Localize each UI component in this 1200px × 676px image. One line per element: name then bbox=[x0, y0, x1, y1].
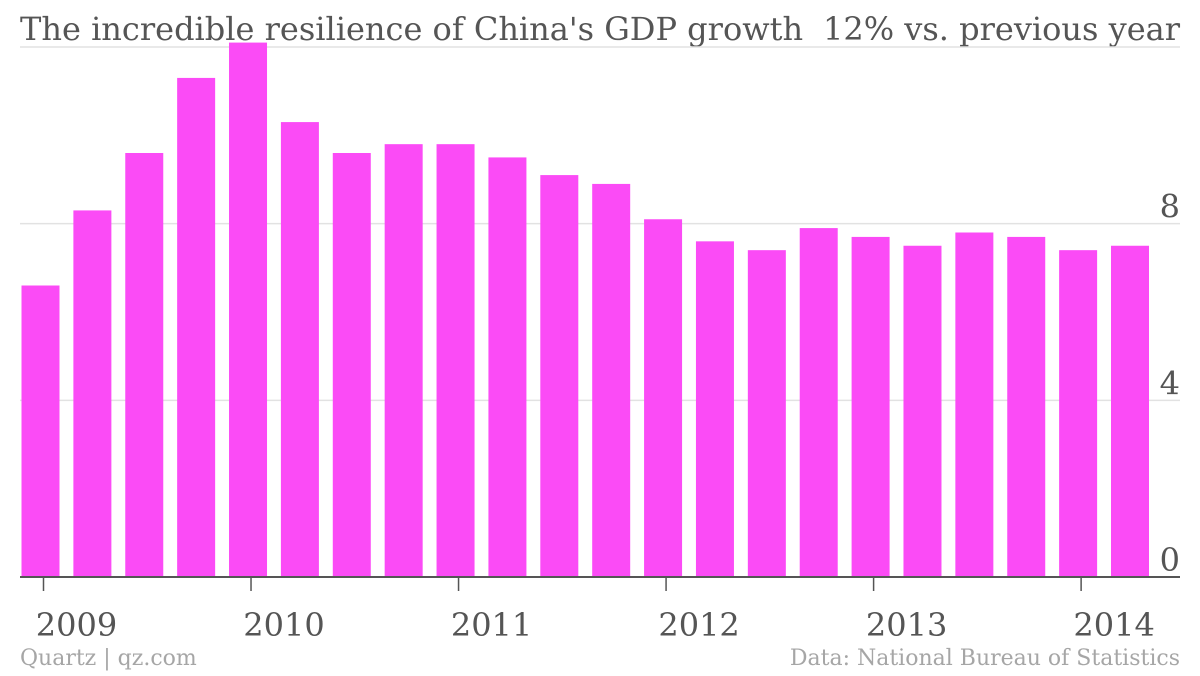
bar bbox=[384, 144, 423, 577]
bar bbox=[903, 245, 942, 577]
bar bbox=[695, 241, 734, 578]
bar bbox=[851, 236, 890, 577]
bar bbox=[540, 175, 579, 578]
x-tick-label: 2012 bbox=[658, 606, 739, 644]
bar bbox=[1059, 250, 1098, 577]
bar bbox=[436, 144, 475, 577]
bar bbox=[799, 228, 838, 578]
x-tick-label: 2013 bbox=[866, 606, 947, 644]
bar bbox=[332, 153, 371, 577]
bar bbox=[73, 210, 112, 577]
y-tick-label: 4 bbox=[1160, 364, 1180, 402]
x-tick-label: 2010 bbox=[243, 606, 324, 644]
bar bbox=[280, 122, 319, 577]
bar bbox=[125, 153, 164, 577]
bar bbox=[21, 285, 60, 577]
y-tick-label: 8 bbox=[1160, 188, 1180, 226]
bar bbox=[747, 250, 786, 577]
bar bbox=[177, 77, 216, 578]
bar bbox=[229, 42, 268, 578]
bar bbox=[644, 219, 683, 577]
x-tick-label: 2009 bbox=[36, 606, 117, 644]
bar bbox=[1111, 245, 1149, 577]
bar bbox=[1007, 236, 1046, 577]
bar bbox=[488, 157, 527, 577]
source-credit: Quartz | qz.com bbox=[20, 646, 197, 671]
x-tick-label: 2011 bbox=[451, 606, 532, 644]
data-source: Data: National Bureau of Statistics bbox=[789, 646, 1180, 671]
chart-unit-label: 12% vs. previous year bbox=[822, 10, 1180, 48]
x-tick-label: 2014 bbox=[1073, 606, 1154, 644]
chart-title: The incredible resilience of China's GDP… bbox=[20, 10, 804, 48]
bar bbox=[592, 183, 631, 577]
y-tick-label: 0 bbox=[1160, 541, 1180, 579]
bar bbox=[955, 232, 994, 577]
